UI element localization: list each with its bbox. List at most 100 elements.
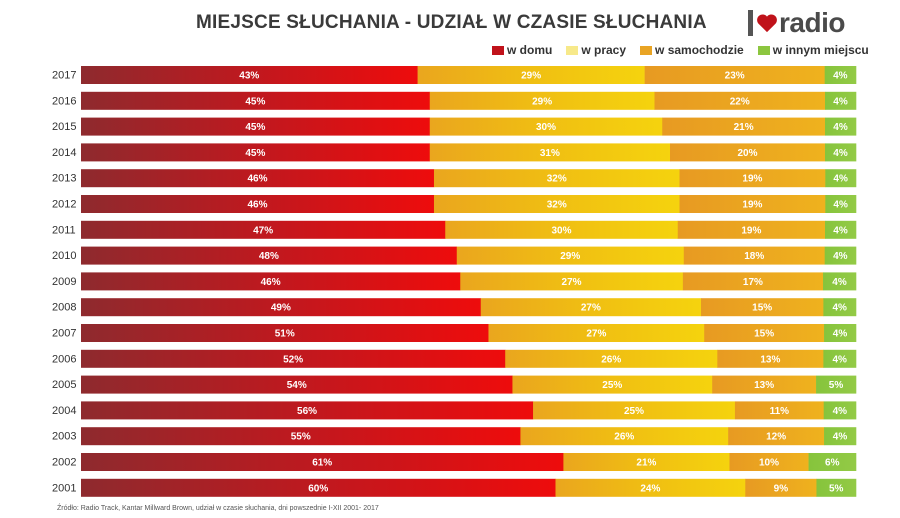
year-label-2007: 2007	[52, 328, 76, 340]
bar-segment-w-domu-2014	[81, 143, 431, 162]
data-label-w-domu-2008: 49%	[271, 303, 291, 314]
data-label-w-samochodzie-2001: 9%	[774, 483, 789, 494]
bar-segment-w-innym-miejscu-2010	[824, 246, 857, 265]
year-label-2008: 2008	[52, 302, 76, 314]
data-label-w-domu-2014: 45%	[245, 148, 265, 159]
bar-segment-w-domu-2010	[81, 246, 458, 265]
bar-segment-w-samochodzie-2001	[745, 478, 817, 497]
bar-segment-w-domu-2003	[81, 427, 521, 446]
year-label-2002: 2002	[52, 457, 76, 469]
data-label-w-innym-miejscu-2006: 4%	[832, 354, 847, 365]
data-label-w-innym-miejscu-2008: 4%	[832, 303, 847, 314]
data-label-w-domu-2004: 56%	[297, 406, 317, 417]
year-label-2011: 2011	[52, 224, 76, 236]
data-label-w-pracy-2012: 32%	[547, 200, 567, 211]
year-label-2012: 2012	[52, 199, 76, 211]
data-label-w-pracy-2009: 27%	[562, 277, 582, 288]
data-label-w-domu-2011: 47%	[253, 225, 273, 236]
data-label-w-samochodzie-2010: 18%	[744, 251, 764, 262]
bar-segment-w-samochodzie-2015	[662, 117, 826, 136]
data-label-w-innym-miejscu-2007: 4%	[833, 329, 848, 340]
bar-segment-w-domu-2001	[81, 478, 556, 497]
logo-text: radio	[779, 7, 845, 38]
legend-item-w-pracy: w pracy	[566, 43, 626, 57]
bar-segment-w-pracy-2006	[505, 349, 718, 368]
bar-segment-w-pracy-2010	[456, 246, 685, 265]
bar-segment-w-samochodzie-2010	[683, 246, 825, 265]
bar-segment-w-pracy-2017	[417, 66, 645, 84]
data-label-w-domu-2002: 61%	[312, 458, 332, 469]
bar-segment-w-domu-2002	[81, 453, 564, 471]
legend-swatch-w-domu	[492, 45, 504, 55]
source-note: Źródło: Radio Track, Kantar Millward Bro…	[57, 505, 379, 512]
data-label-w-pracy-2003: 26%	[614, 432, 634, 443]
bar-segment-w-pracy-2001	[555, 478, 746, 497]
bar-segment-w-pracy-2002	[563, 453, 730, 471]
bar-segment-w-pracy-2004	[533, 401, 736, 420]
data-label-w-samochodzie-2005: 13%	[754, 380, 774, 391]
bar-segment-w-samochodzie-2005	[712, 375, 817, 394]
data-label-w-innym-miejscu-2005: 5%	[829, 380, 844, 391]
data-label-w-pracy-2007: 27%	[586, 329, 606, 340]
data-label-w-samochodzie-2007: 15%	[754, 329, 774, 340]
data-label-w-innym-miejscu-2012: 4%	[833, 200, 848, 211]
legend-swatch-w-pracy	[566, 45, 579, 55]
year-label-2001: 2001	[52, 482, 76, 494]
data-label-w-innym-miejscu-2013: 4%	[833, 174, 848, 185]
logo-i-bar	[748, 10, 753, 36]
bar-segment-w-samochodzie-2009	[682, 272, 824, 291]
bar-segment-w-innym-miejscu-2004	[823, 401, 857, 420]
bar-segment-w-samochodzie-2014	[670, 143, 826, 162]
data-label-w-domu-2013: 46%	[247, 174, 267, 185]
bar-segment-w-samochodzie-2011	[677, 220, 826, 239]
data-label-w-pracy-2004: 25%	[624, 406, 644, 417]
bar-segment-w-domu-2012	[81, 195, 435, 213]
data-label-w-samochodzie-2017: 23%	[725, 71, 745, 82]
chart-legend: w domu w pracy w samochodzie w innym mie…	[492, 43, 869, 57]
legend-swatch-w-samochodzie	[640, 45, 653, 55]
bar-segment-w-domu-2011	[81, 220, 446, 239]
bar-segment-w-domu-2017	[81, 66, 418, 84]
data-label-w-samochodzie-2016: 22%	[730, 96, 750, 107]
data-label-w-innym-miejscu-2002: 6%	[825, 458, 840, 469]
year-label-2017: 2017	[52, 70, 76, 82]
legend-item-w-domu: w domu	[492, 43, 552, 57]
data-label-w-samochodzie-2002: 10%	[759, 458, 779, 469]
bar-segment-w-innym-miejscu-2012	[825, 195, 857, 213]
data-label-w-innym-miejscu-2015: 4%	[833, 122, 848, 133]
bar-segment-w-innym-miejscu-2017	[824, 66, 857, 84]
data-label-w-innym-miejscu-2011: 4%	[833, 225, 848, 236]
data-label-w-domu-2007: 51%	[275, 329, 295, 340]
bar-segment-w-domu-2004	[81, 401, 534, 420]
data-label-w-pracy-2015: 30%	[536, 122, 556, 133]
bar-segment-w-domu-2009	[81, 272, 461, 291]
legend-label-w-domu: w domu	[507, 43, 553, 57]
bar-segment-w-pracy-2015	[429, 117, 663, 136]
bar-segment-w-domu-2008	[81, 298, 482, 317]
data-label-w-domu-2005: 54%	[287, 380, 307, 391]
data-label-w-samochodzie-2013: 19%	[742, 174, 762, 185]
bar-segment-w-samochodzie-2017	[644, 66, 825, 84]
data-label-w-domu-2016: 45%	[245, 96, 265, 107]
year-label-2003: 2003	[52, 431, 76, 443]
data-label-w-innym-miejscu-2014: 4%	[833, 148, 848, 159]
data-label-w-samochodzie-2008: 15%	[752, 303, 772, 314]
legend-item-w-innym-miejscu: w innym miejscu	[757, 43, 869, 57]
data-label-w-innym-miejscu-2009: 4%	[832, 277, 847, 288]
bar-segment-w-samochodzie-2013	[679, 169, 826, 188]
data-label-w-pracy-2016: 29%	[532, 96, 552, 107]
bar-segment-w-domu-2016	[81, 91, 431, 110]
data-label-w-innym-miejscu-2010: 4%	[833, 251, 848, 262]
data-label-w-domu-2015: 45%	[245, 122, 265, 133]
data-label-w-domu-2003: 55%	[291, 432, 311, 443]
bar-segment-w-domu-2005	[81, 375, 513, 394]
bar-segment-w-domu-2006	[81, 349, 506, 368]
year-label-2006: 2006	[52, 353, 76, 365]
legend-label-w-samochodzie: w samochodzie	[655, 43, 744, 57]
data-label-w-pracy-2017: 29%	[521, 71, 541, 82]
bar-segment-w-domu-2007	[81, 324, 489, 342]
year-label-2013: 2013	[52, 173, 76, 185]
year-label-2005: 2005	[52, 379, 76, 391]
year-label-2014: 2014	[52, 147, 76, 159]
bar-segment-w-samochodzie-2012	[679, 195, 826, 213]
